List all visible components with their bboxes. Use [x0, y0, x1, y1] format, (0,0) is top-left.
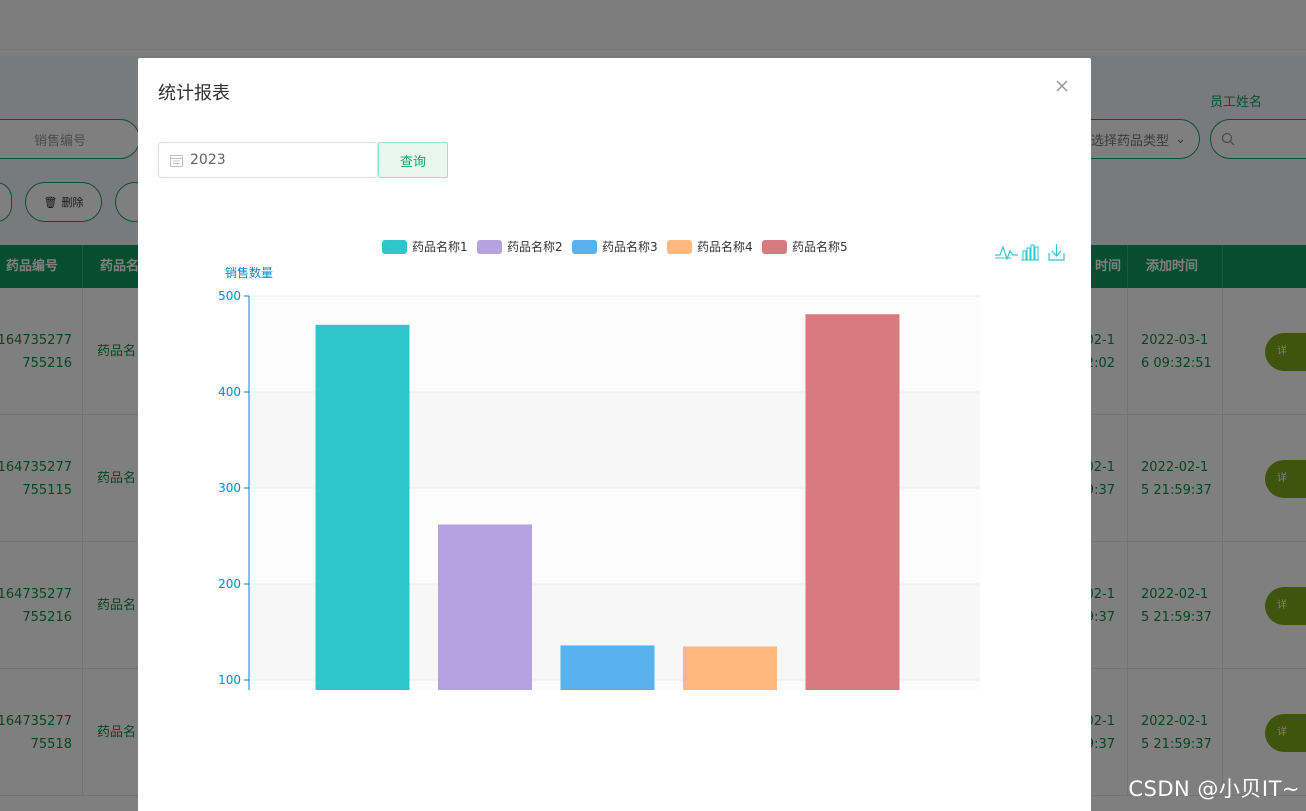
legend-label-3[interactable]: 药品名称3	[602, 239, 658, 254]
legend-swatch-1[interactable]	[382, 240, 407, 254]
legend-swatch-3[interactable]	[572, 240, 597, 254]
legend-label-4[interactable]: 药品名称4	[697, 239, 753, 254]
legend-swatch-4[interactable]	[667, 240, 692, 254]
legend-swatch-5[interactable]	[762, 240, 787, 254]
bar-chart-icon[interactable]	[1026, 247, 1031, 261]
bar-5[interactable]	[805, 314, 900, 690]
legend-swatch-2[interactable]	[477, 240, 502, 254]
bar-3[interactable]	[560, 645, 655, 690]
bar-chart-icon[interactable]	[1034, 246, 1039, 261]
bar-chart: 01002003004005002023-12销售数量月份药品名称1药品名称2药…	[218, 239, 1065, 690]
close-icon[interactable]	[1053, 77, 1071, 95]
download-icon[interactable]	[1048, 253, 1065, 261]
calendar-icon	[170, 155, 183, 167]
y-tick-label: 200	[218, 577, 241, 591]
y-tick-label: 500	[218, 289, 241, 303]
legend-label-5[interactable]: 药品名称5	[792, 239, 848, 254]
y-tick-label: 100	[218, 673, 241, 687]
year-value: 2023	[190, 152, 226, 168]
bar-chart-icon[interactable]	[1030, 244, 1035, 261]
y-tick-label: 300	[218, 481, 241, 495]
download-icon-head	[1051, 250, 1062, 257]
bar-4[interactable]	[683, 646, 777, 690]
y-tick-label: 400	[218, 385, 241, 399]
line-chart-icon[interactable]	[995, 245, 1018, 261]
dialog-title: 统计报表	[158, 83, 230, 104]
stats-report-dialog: 统计报表 2023 查询 01002003004005002023-12销售数量…	[138, 58, 1091, 811]
legend-label-1[interactable]: 药品名称1	[412, 239, 468, 254]
watermark: CSDN @小贝IT~	[1128, 777, 1300, 801]
bar-chart-icon[interactable]	[1022, 250, 1027, 261]
y-axis-label: 销售数量	[225, 265, 273, 280]
year-picker-input[interactable]: 2023	[158, 142, 378, 178]
bar-1[interactable]	[315, 324, 410, 690]
legend-label-2[interactable]: 药品名称2	[507, 239, 563, 254]
bar-2[interactable]	[438, 524, 532, 690]
query-button[interactable]: 查询	[378, 142, 448, 178]
